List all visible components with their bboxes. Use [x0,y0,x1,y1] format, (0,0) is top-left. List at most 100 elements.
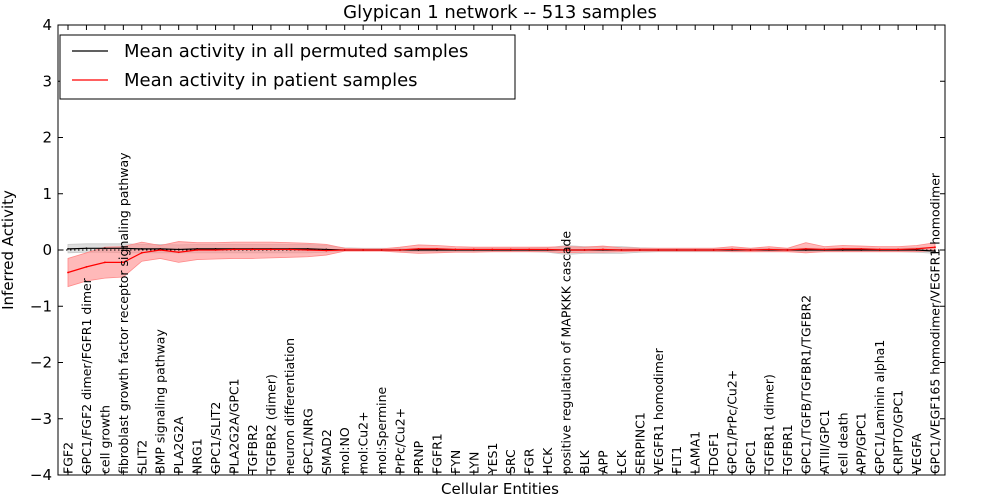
x-tick-label: YES1 [485,443,500,475]
series-2-point [804,247,807,250]
x-tick-label: FGFR1 [429,433,444,474]
series-2-point [251,248,254,251]
series-2-point [897,248,900,251]
series-2-point [159,249,162,251]
series-2-point [85,265,88,268]
series-2-point [841,247,844,250]
x-tick-label: GPC1/VEGF165 homodimer/VEGFR1 homodimer [928,172,943,474]
series-2-point [602,248,604,251]
series-2-point [177,251,180,254]
x-tick-label: mol:Spermine [374,386,389,474]
series-1-point [934,250,936,253]
series-2-point [583,249,586,251]
series-2-point [270,248,272,251]
series-2-point [140,251,143,254]
x-tick-label: LAMA1 [688,431,703,474]
x-tick-label: SERPINC1 [632,412,647,474]
x-tick-label: GPC1/PrPc/Cu2+ [725,370,740,474]
series-1-point [122,247,125,250]
series-2-point [491,248,494,251]
series-2-point [288,248,291,251]
y-tick-label: −3 [30,410,52,428]
x-tick-label: ATIII/GPC1 [817,410,832,474]
x-tick-label: LCK [614,449,629,474]
series-1-point [67,247,69,250]
series-2-point [325,249,328,252]
series-2-point [436,247,438,250]
series-2-point [233,248,235,251]
x-tick-label: BMP signaling pathway [153,329,168,474]
x-tick-label: TGFBR2 [245,424,260,475]
series-2-point [712,249,715,251]
x-tick-label: cell death [835,412,850,474]
series-2-point [306,249,309,251]
series-2-point [934,246,936,249]
x-tick-label: PrPc/Cu2+ [393,408,408,474]
x-tick-label: HCK [540,447,555,474]
x-tick-label: PRNP [411,440,426,474]
x-tick-label: APP [595,450,610,474]
series-2-point [509,248,512,251]
series-2-point [638,249,641,251]
series-2-point [823,248,826,251]
x-tick-label: TGFBR1 (dimer) [761,374,776,475]
x-tick-label: GPC1 [743,440,758,474]
x-tick-label: BLK [577,449,592,474]
series-2-point [417,247,420,250]
x-tick-label: PLA2G2A/GPC1 [227,378,242,474]
series-2-point [675,249,678,251]
series-2-point [362,249,365,251]
x-tick-label: NRG1 [190,438,205,474]
x-tick-label: TDGF1 [706,432,721,475]
y-tick-label: 4 [42,16,52,34]
series-line-2 [67,246,936,274]
x-axis-label: Cellular Entities [441,480,559,498]
y-axis-label: Inferred Activity [0,190,17,310]
x-tick-label: mol:NO [337,427,352,474]
series-2-point [454,248,457,251]
series-2-point [122,261,125,264]
legend-box [59,34,516,100]
x-tick-label: FGR [522,448,537,474]
series-2-point [67,271,69,274]
legend-label-2: Mean activity in patient samples [124,70,418,91]
x-tick-label: SLIT2 [134,440,149,474]
y-tick-label: 3 [42,72,52,90]
plot-area: −4 −3 −2 −1 0 1 2 3 4 FGF2 GPC1/FGF2 dimer/FGFR1 d… [30,16,946,484]
series-1-point [103,247,106,250]
x-tick-label: GPC1/Laminin alpha1 [872,340,887,474]
x-tick-label: SRC [503,449,518,474]
x-tick-label: fibroblast growth factor receptor signal… [116,152,131,474]
y-tick-label: 2 [42,129,52,147]
series-1-point [140,247,143,250]
x-tick-label: VEGFA [909,433,924,474]
series-2-point [565,249,567,251]
series-2-point [528,248,531,251]
series-2-point [546,248,549,251]
y-tick-label: −4 [30,466,52,484]
x-tick-label: GPC1/TGFB/TGFBR1/TGFBR2 [798,295,813,474]
x-tick-label: positive regulation of MAPKKK cascade [559,231,574,474]
x-tick-label: PLA2G2A [171,416,186,474]
series-2-point [620,249,623,251]
series-2-point [103,261,106,264]
series-1-point [177,248,180,251]
x-tick-label: VEGFR1 homodimer [651,347,666,474]
series-2-point [878,248,881,251]
series-2-point [380,249,383,251]
x-tick-label: mol:Cu2+ [356,411,371,474]
y-tick-label: 0 [42,241,52,259]
series-1-point [85,247,88,250]
x-tick-label: CRIPTO/GPC1 [891,390,906,474]
x-tick-label: GPC1/SLIT2 [208,402,223,474]
x-tick-label: TGFBR1 [780,424,795,475]
y-tick-label: 1 [42,185,52,203]
series-2-point [472,248,475,251]
x-tick-label: SMAD2 [319,429,334,474]
x-tick-label: cell growth [97,405,112,474]
x-tick-label: GPC1/FGF2 dimer/FGFR1 dimer [79,277,94,474]
x-tick-label: FYN [448,450,463,474]
x-tick-label: TGFBR2 (dimer) [263,374,278,475]
series-2-point [399,249,401,251]
series-2-point [214,249,217,251]
